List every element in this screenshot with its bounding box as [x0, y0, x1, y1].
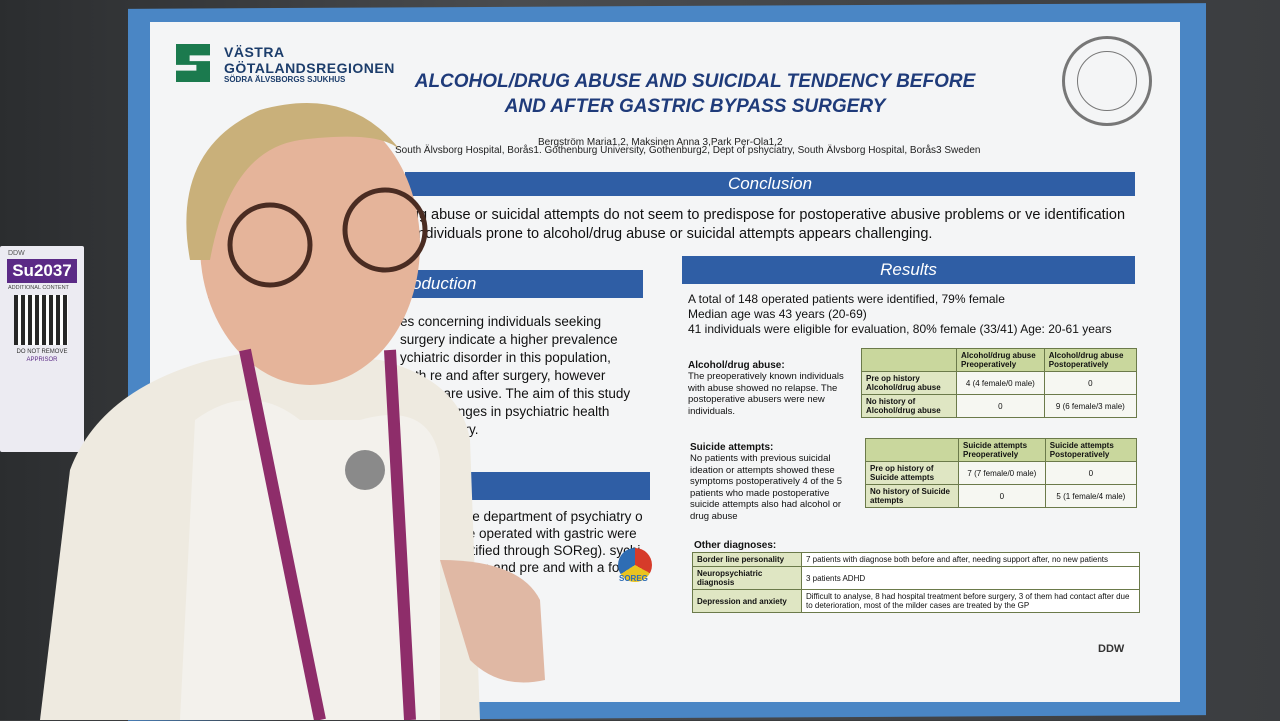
- conclusion-header: Conclusion: [405, 172, 1135, 196]
- org-name-line2: GÖTALANDSREGIONEN: [224, 59, 395, 76]
- vgr-logo: VÄSTRA GÖTALANDSREGIONEN SÖDRA ÄLVSBORGS…: [170, 44, 395, 86]
- poster-id-tag: DDW Su2037 ADDITIONAL CONTENT DO NOT REM…: [0, 246, 84, 452]
- other-diagnoses-heading: Other diagnoses:: [694, 540, 777, 551]
- ddw-logo: DDW: [1098, 643, 1125, 655]
- results-summary: A total of 148 operated patients were id…: [688, 292, 1112, 337]
- table-row-label: Neuropsychiatric diagnosis: [692, 566, 802, 590]
- table-cell: 0: [1043, 371, 1138, 395]
- vgr-logo-icon: [170, 44, 216, 86]
- table-cell: Difficult to analyse, 8 had hospital tre…: [801, 589, 1140, 613]
- results-line: Median age was 43 years (20-69): [688, 307, 867, 321]
- alcohol-text: The preoperatively known individuals wit…: [688, 371, 844, 417]
- conclusion-text: drug abuse or suicidal attempts do not s…: [398, 207, 1126, 242]
- soreg-label: SOREG: [619, 574, 648, 583]
- table-row-label: No history of Suicide attempts: [865, 484, 959, 508]
- suicide-text: No patients with previous suicidal ideat…: [690, 453, 843, 522]
- table-row-label: Pre op history of Suicide attempts: [865, 461, 959, 485]
- presenter-hand: [440, 560, 545, 683]
- table-header: Alcohol/drug abuse Preoperatively: [956, 348, 1045, 372]
- introduction-header-label: oduction: [412, 274, 477, 293]
- table-row-label: Border line personality: [692, 552, 802, 567]
- table-cell: 0: [956, 394, 1045, 418]
- suicide-heading: Suicide attempts:: [690, 442, 774, 453]
- alcohol-block: Alcohol/drug abuse: The preoperatively k…: [688, 360, 853, 417]
- results-line: 41 individuals were eligible for evaluat…: [688, 322, 1112, 336]
- results-header: Results: [682, 256, 1135, 284]
- other-diagnoses-table: Border line personality 7 patients with d…: [692, 552, 1140, 613]
- lanyard: [239, 348, 416, 720]
- org-name-line1: VÄSTRA: [224, 44, 285, 61]
- suicide-table: Suicide attempts Preoperatively Suicide a…: [865, 438, 1138, 508]
- microphone-icon: [345, 450, 385, 490]
- table-row-label: No history of Alcohol/drug abuse: [861, 394, 957, 418]
- table-cell: 4 (4 female/0 male): [956, 371, 1045, 395]
- alcohol-heading: Alcohol/drug abuse:: [688, 360, 785, 371]
- table-header: Alcohol/drug abuse Postoperatively: [1043, 348, 1138, 372]
- org-name-line3: SÖDRA ÄLVSBORGS SJUKHUS: [224, 74, 346, 84]
- qr-code-icon: [14, 295, 68, 345]
- tag-additional-content: ADDITIONAL CONTENT: [8, 285, 69, 291]
- table-cell: 0: [958, 484, 1046, 508]
- glasses-left-icon: [227, 202, 313, 288]
- poster-title: ALCOHOL/DRUG ABUSE AND SUICIDAL TENDENCY…: [414, 71, 976, 117]
- table-row-label: Pre op history Alcohol/drug abuse: [861, 371, 957, 395]
- table-header: Suicide attempts Preoperatively: [958, 438, 1046, 462]
- poster-id-badge: Su2037: [7, 259, 77, 283]
- glasses-right-icon: [342, 187, 428, 273]
- tag-brand: DDW: [8, 250, 25, 257]
- university-seal-icon: [1062, 36, 1152, 126]
- tag-do-not-remove: DO NOT REMOVE: [16, 349, 68, 355]
- table-cell: 5 (1 female/4 male): [1044, 484, 1138, 508]
- table-header: Suicide attempts Postoperatively: [1044, 438, 1138, 462]
- presenter-hair: [186, 103, 400, 260]
- poster-authors: Bergström Maria1,2, Maksinen Anna 3,Park…: [538, 137, 783, 148]
- tag-footer: APPRISOR: [26, 357, 58, 363]
- alcohol-table: Alcohol/drug abuse Preoperatively Alcohol…: [861, 348, 1138, 418]
- results-line: A total of 148 operated patients were id…: [688, 292, 1005, 306]
- soreg-logo-icon: [618, 548, 652, 582]
- suicide-block: Suicide attempts: No patients with previ…: [690, 442, 850, 522]
- poster-affiliations: South Älvsborg Hospital, Borås1. Gothenb…: [395, 145, 981, 156]
- table-cell: 9 (6 female/3 male): [1043, 394, 1138, 418]
- table-row-label: Depression and anxiety: [692, 589, 802, 613]
